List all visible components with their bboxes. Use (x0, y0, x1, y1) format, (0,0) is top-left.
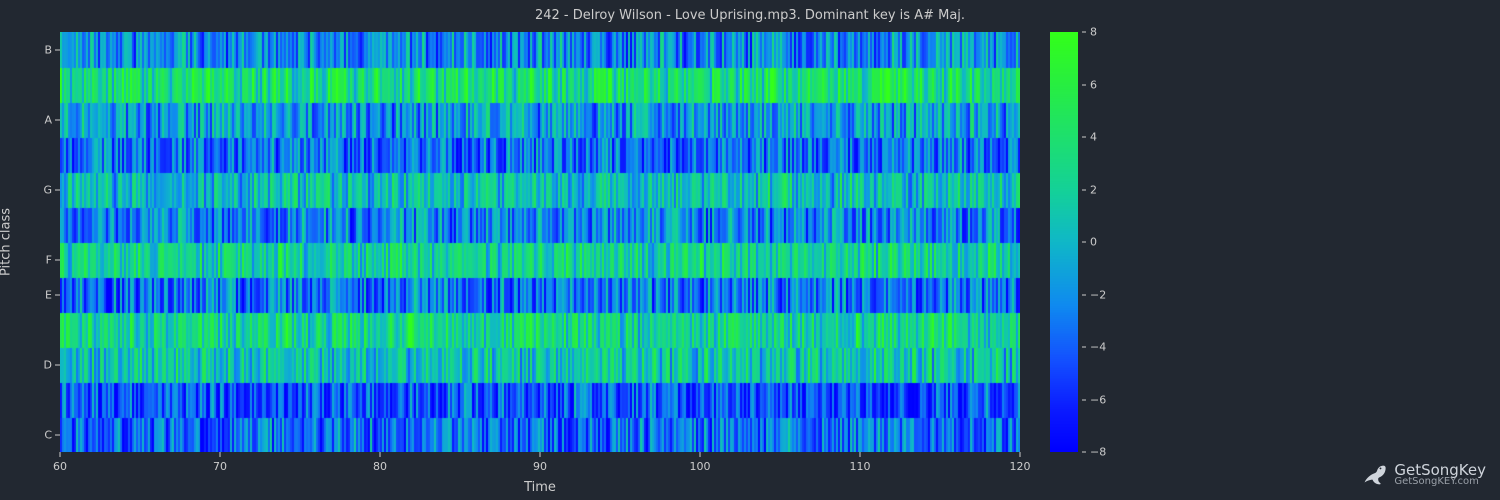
y-axis: C D E F G A B (0, 32, 60, 452)
watermark: GetSongKey GetSongKEY.com (1358, 459, 1486, 492)
watermark-sub: GetSongKEY.com (1394, 477, 1486, 488)
y-tick-label: F (46, 253, 52, 266)
colorbar-tick-mark (1082, 347, 1086, 348)
x-tick-label: 90 (533, 460, 547, 473)
x-tick-mark (220, 452, 221, 457)
colorbar-tick-label: 0 (1090, 236, 1097, 249)
colorbar-tick-label: −8 (1090, 446, 1106, 459)
colorbar-tick-mark (1082, 294, 1086, 295)
colorbar-tick-mark (1082, 189, 1086, 190)
x-tick-label: 120 (1010, 460, 1031, 473)
colorbar-tick-mark (1082, 137, 1086, 138)
y-tick-label: D (44, 358, 52, 371)
x-tick-label: 70 (213, 460, 227, 473)
colorbar-tick-label: 4 (1090, 131, 1097, 144)
colorbar-tick-label: −4 (1090, 341, 1106, 354)
y-tick-label: G (43, 183, 52, 196)
y-tick-label: B (44, 43, 52, 56)
colorbar-tick-mark (1082, 452, 1086, 453)
x-tick-mark (60, 452, 61, 457)
figure: 242 - Delroy Wilson - Love Uprising.mp3.… (0, 0, 1500, 500)
heatmap-plot (60, 32, 1020, 452)
x-tick-label: 100 (690, 460, 711, 473)
heatmap-canvas (60, 32, 1020, 452)
x-tick-label: 110 (850, 460, 871, 473)
x-axis-label: Time (524, 480, 556, 495)
colorbar-tick-mark (1082, 84, 1086, 85)
colorbar-tick-label: 8 (1090, 26, 1097, 39)
x-tick-mark (860, 452, 861, 457)
y-tick-label: C (44, 428, 52, 441)
x-tick-mark (540, 452, 541, 457)
watermark-text: GetSongKey GetSongKEY.com (1394, 463, 1486, 487)
colorbar-ticks: −8−6−4−202468 (1082, 32, 1122, 452)
y-tick-label: A (44, 113, 52, 126)
colorbar (1050, 32, 1078, 452)
y-tick-label: E (45, 288, 52, 301)
x-tick-label: 80 (373, 460, 387, 473)
x-tick-mark (700, 452, 701, 457)
x-tick-mark (380, 452, 381, 457)
bird-icon (1358, 459, 1388, 492)
x-tick-label: 60 (53, 460, 67, 473)
x-axis: Time 60708090100110120 (60, 452, 1020, 500)
colorbar-canvas (1050, 32, 1078, 452)
chart-title: 242 - Delroy Wilson - Love Uprising.mp3.… (0, 8, 1500, 23)
colorbar-tick-mark (1082, 242, 1086, 243)
x-tick-mark (1020, 452, 1021, 457)
colorbar-tick-label: −6 (1090, 393, 1106, 406)
colorbar-tick-mark (1082, 399, 1086, 400)
colorbar-tick-label: 2 (1090, 183, 1097, 196)
colorbar-tick-label: 6 (1090, 78, 1097, 91)
colorbar-tick-label: −2 (1090, 288, 1106, 301)
colorbar-tick-mark (1082, 32, 1086, 33)
